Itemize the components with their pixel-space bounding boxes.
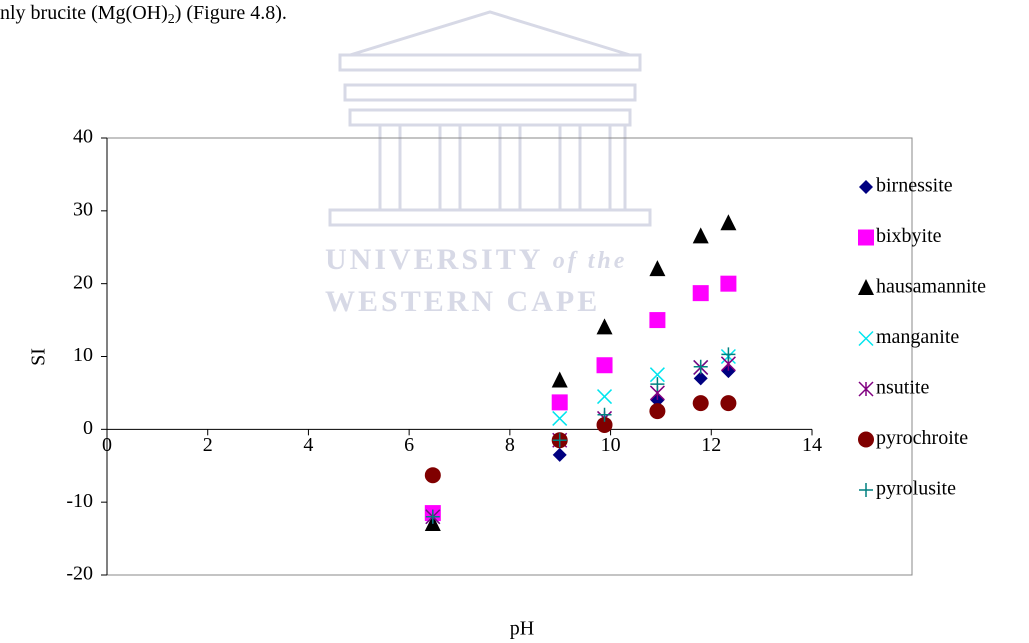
y-tick-label: -20 — [66, 563, 93, 585]
point — [721, 347, 736, 362]
subscript: 2 — [168, 12, 175, 27]
legend-label: pyrolusite — [876, 478, 956, 500]
legend-label: hausamannite — [876, 276, 986, 298]
x-tick-label: 8 — [505, 434, 515, 456]
point — [692, 285, 709, 302]
point — [720, 275, 737, 292]
document-text: nly brucite (Mg(OH)2) (Figure 4.8). — [0, 2, 287, 28]
x-tick-label: 2 — [203, 434, 213, 456]
y-tick-label: 10 — [73, 344, 93, 366]
legend-label: birnessite — [876, 175, 953, 197]
watermark: UNIVERSITY of the WESTERN CAPE — [325, 10, 652, 318]
point — [649, 260, 666, 277]
text-run: ) (Figure 4.8). — [175, 2, 287, 24]
point — [649, 312, 666, 329]
point — [692, 395, 709, 412]
y-tick-label: 20 — [73, 271, 93, 293]
legend-label: manganite — [876, 326, 959, 348]
x-axis-label: pH — [510, 618, 534, 640]
point — [596, 318, 613, 335]
legend-marker — [859, 483, 873, 497]
watermark-building — [328, 10, 652, 227]
point — [650, 377, 665, 392]
y-tick-label: -10 — [66, 490, 93, 512]
point — [552, 447, 567, 462]
text-run: nly brucite (Mg(OH) — [0, 2, 168, 24]
legend-label: bixbyite — [876, 225, 942, 247]
point — [649, 367, 665, 383]
x-tick-label: 12 — [701, 434, 721, 456]
point — [425, 509, 440, 524]
legend-marker — [858, 279, 874, 295]
legend-marker — [858, 381, 874, 397]
x-tick-label: 0 — [102, 434, 112, 456]
legend-marker — [858, 229, 874, 246]
point — [720, 395, 737, 412]
watermark-columns — [378, 125, 627, 210]
point — [551, 394, 568, 411]
watermark-word: UNIVERSITY — [325, 243, 542, 276]
point — [649, 403, 666, 420]
point — [551, 371, 568, 388]
point — [596, 357, 613, 374]
y-tick-label: 30 — [73, 198, 93, 220]
plot-area — [106, 137, 913, 576]
point — [596, 416, 613, 433]
legend-label: nsutite — [876, 377, 929, 399]
y-tick-label: 0 — [83, 417, 93, 439]
point — [552, 410, 568, 426]
x-tick-label: 6 — [404, 434, 414, 456]
point — [424, 467, 441, 484]
point — [552, 433, 567, 448]
point — [692, 227, 709, 244]
watermark-word: of the — [553, 248, 628, 274]
point — [693, 359, 708, 374]
point — [597, 407, 612, 422]
point — [596, 389, 613, 405]
legend-marker — [859, 180, 873, 194]
point — [720, 214, 737, 231]
watermark-text: WESTERN CAPE — [325, 285, 600, 318]
y-tick-label: 40 — [73, 126, 93, 148]
watermark-text: UNIVERSITY of the — [325, 243, 627, 276]
x-tick-label: 10 — [601, 434, 621, 456]
y-axis-label: SI — [28, 348, 50, 366]
x-tick-label: 4 — [303, 434, 313, 456]
point — [693, 371, 708, 386]
x-tick-label: 14 — [802, 434, 822, 456]
legend-label: pyrochroite — [876, 427, 968, 449]
legend-marker — [858, 431, 874, 448]
legend-marker — [858, 330, 874, 347]
